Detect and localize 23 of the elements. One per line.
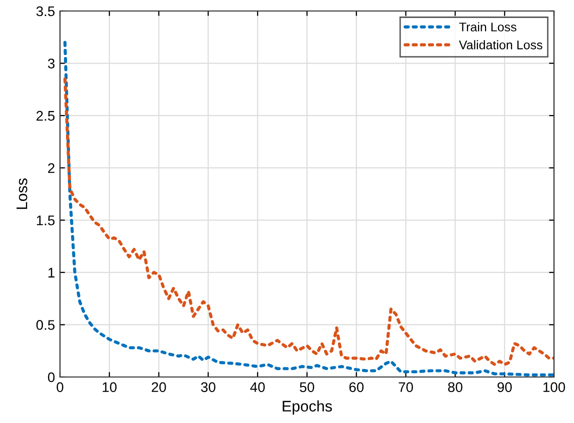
y-tick-label: 2.5 <box>36 110 55 121</box>
x-tick-label: 0 <box>56 382 64 392</box>
y-tick-label: 0.5 <box>36 320 55 330</box>
y-tick-label: 0 <box>48 372 55 382</box>
x-tick-label: 60 <box>349 382 364 392</box>
x-tick-label: 70 <box>398 382 413 392</box>
y-tick-label: 1.5 <box>36 216 55 226</box>
x-axis-title: Epochs <box>282 400 332 415</box>
x-tick-label: 30 <box>201 382 216 392</box>
x-tick-label: 90 <box>498 382 512 392</box>
x-tick-label: 80 <box>448 382 462 392</box>
x-tick-label: 20 <box>152 382 166 392</box>
x-tick-label: 50 <box>300 382 314 392</box>
legend-label: Train Loss <box>459 22 516 32</box>
y-tick-label: 3 <box>48 58 55 68</box>
y-axis-title: Loss <box>16 178 28 209</box>
y-tick-label: 2 <box>48 163 54 173</box>
y-tick-label: 1 <box>48 268 54 278</box>
x-tick-label: 100 <box>543 382 566 392</box>
x-tick-label: 10 <box>102 382 117 392</box>
legend-label: Validation Loss <box>458 40 542 50</box>
x-tick-label: 40 <box>250 382 265 392</box>
y-tick-label: 3.5 <box>36 6 55 16</box>
